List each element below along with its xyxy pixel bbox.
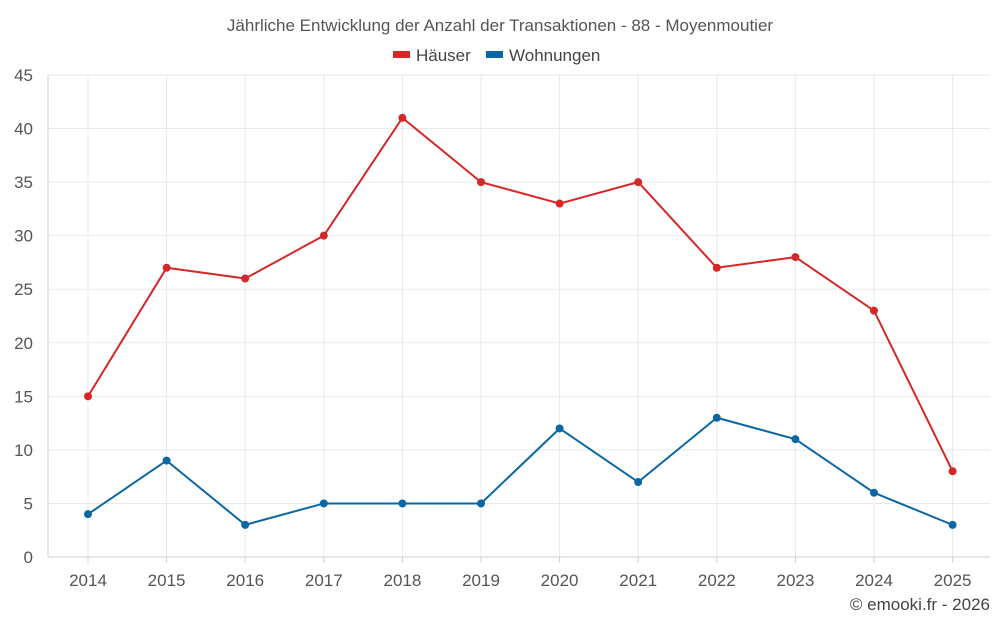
data-point[interactable] (555, 424, 564, 433)
series-haeuser (84, 113, 957, 476)
legend-swatch-haeuser (393, 51, 410, 58)
x-tick-label: 2017 (305, 571, 343, 590)
y-tick-label: 20 (14, 334, 33, 353)
data-point[interactable] (162, 456, 171, 465)
y-tick-label: 15 (14, 387, 33, 406)
data-point[interactable] (712, 263, 721, 272)
y-tick-label: 30 (14, 227, 33, 246)
data-point[interactable] (791, 435, 800, 444)
x-tick-label: 2020 (541, 571, 579, 590)
x-tick-label: 2014 (69, 571, 107, 590)
series-line (87, 116, 954, 472)
axes (47, 75, 990, 558)
x-tick-label: 2018 (383, 571, 421, 590)
y-tick-label: 10 (14, 441, 33, 460)
y-axis-ticks: 0 5 10 15 20 25 30 35 40 45 (14, 66, 33, 567)
data-point[interactable] (241, 274, 250, 283)
data-point[interactable] (162, 263, 171, 272)
data-point[interactable] (555, 199, 564, 208)
y-tick-label: 5 (24, 494, 33, 513)
series-line (87, 416, 953, 526)
data-point[interactable] (791, 253, 800, 262)
data-point[interactable] (241, 520, 250, 529)
x-axis-ticks: 2014 2015 2016 2017 2018 2019 2020 2021 2022 2023… (69, 557, 972, 590)
legend-label-wohnungen[interactable]: Wohnungen (509, 46, 600, 65)
credit-text: © emooki.fr - 2026 (850, 595, 990, 614)
y-tick-label: 0 (24, 548, 33, 567)
data-point[interactable] (319, 231, 328, 240)
legend: Häuser Wohnungen (393, 46, 600, 65)
data-point[interactable] (948, 467, 957, 476)
data-point[interactable] (870, 306, 878, 315)
x-tick-label: 2025 (934, 571, 972, 590)
series-group (84, 113, 957, 529)
data-point[interactable] (319, 499, 328, 508)
grid (48, 74, 990, 557)
legend-swatch-wohnungen (486, 51, 503, 58)
x-tick-label: 2021 (619, 571, 657, 590)
legend-label-haeuser[interactable]: Häuser (416, 46, 471, 65)
series-wohnungen (84, 413, 957, 529)
data-point[interactable] (398, 113, 407, 122)
data-point[interactable] (477, 499, 485, 508)
data-point[interactable] (634, 478, 643, 487)
data-point[interactable] (84, 392, 92, 401)
x-tick-label: 2015 (148, 571, 186, 590)
data-point[interactable] (948, 520, 957, 529)
y-tick-label: 45 (14, 66, 33, 85)
data-point[interactable] (477, 178, 485, 187)
data-point[interactable] (398, 499, 407, 508)
data-point[interactable] (84, 510, 92, 519)
x-tick-label: 2016 (226, 571, 264, 590)
data-point[interactable] (634, 178, 643, 187)
x-tick-label: 2023 (776, 571, 814, 590)
data-point[interactable] (712, 413, 721, 422)
y-tick-label: 25 (14, 280, 33, 299)
x-tick-label: 2024 (855, 571, 893, 590)
y-tick-label: 35 (14, 173, 33, 192)
chart-title: Jährliche Entwicklung der Anzahl der Tra… (227, 16, 774, 35)
y-tick-label: 40 (14, 120, 33, 139)
x-tick-label: 2019 (462, 571, 500, 590)
x-tick-label: 2022 (698, 571, 736, 590)
data-point[interactable] (870, 488, 878, 497)
